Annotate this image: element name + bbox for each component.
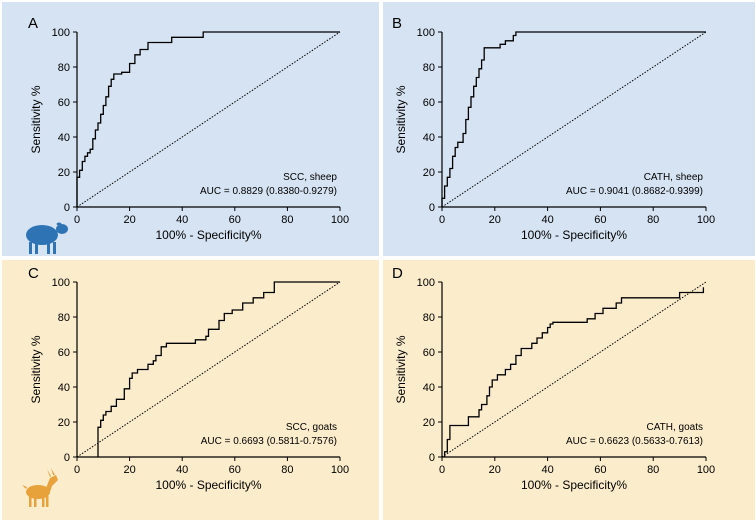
x-tick-label: 80 [281, 464, 293, 476]
y-tick-label: 40 [423, 382, 435, 394]
y-tick-label: 100 [52, 27, 70, 39]
x-axis-title: 100% - Specificity% [521, 228, 627, 242]
x-tick-label: 0 [74, 214, 80, 226]
sheep-leg [35, 242, 38, 254]
x-tick-label: 20 [489, 464, 501, 476]
x-tick-label: 0 [439, 464, 445, 476]
x-axis-title: 100% - Specificity% [155, 478, 261, 492]
x-tick-label: 80 [281, 214, 293, 226]
x-tick-label: 100 [331, 214, 349, 226]
x-tick-label: 20 [489, 214, 501, 226]
panel-b: B 00 20 20 40 40 60 60 80 80 100 100 100% - Specific… [383, 2, 755, 256]
y-axis-title: Sensitivity % [29, 85, 43, 153]
y-tick-label: 100 [417, 277, 435, 289]
panel-d: D 00 20 20 40 40 60 60 80 80 100 100 100% - Specific… [383, 260, 755, 520]
goat-body [26, 485, 50, 499]
panel-c: C 00 20 20 40 40 60 60 80 80 100 100 100% - Specific… [2, 260, 379, 520]
roc-curve [76, 31, 340, 207]
annotation-title: SCC, sheep [283, 172, 337, 183]
roc-curve [97, 281, 340, 457]
x-tick-label: 100 [331, 464, 349, 476]
goat-neck-head [46, 475, 58, 492]
x-tick-label: 0 [439, 214, 445, 226]
sheep-ear [56, 222, 62, 226]
y-tick-label: 80 [423, 312, 435, 324]
x-tick-label: 40 [176, 214, 188, 226]
x-axis-title: 100% - Specificity% [155, 228, 261, 242]
roc-curve [441, 31, 706, 207]
x-tick-label: 80 [647, 464, 659, 476]
y-axis-title: Sensitivity % [29, 335, 43, 403]
annotation-auc: AUC = 0.8829 (0.8380-0.9279) [200, 186, 337, 197]
x-tick-label: 60 [594, 214, 606, 226]
goat-horn [51, 468, 55, 475]
panel-label: B [392, 15, 402, 32]
y-tick-label: 40 [58, 132, 70, 144]
panel-label: C [28, 265, 39, 282]
y-tick-label: 20 [58, 167, 70, 179]
x-tick-label: 40 [176, 464, 188, 476]
y-axis-title: Sensitivity % [394, 85, 408, 153]
y-tick-label: 80 [58, 312, 70, 324]
y-tick-label: 60 [58, 347, 70, 359]
x-tick-label: 80 [647, 214, 659, 226]
x-tick-label: 40 [541, 464, 553, 476]
x-tick-label: 60 [229, 464, 241, 476]
annotation-auc: AUC = 0.6623 (0.5633-0.7613) [566, 436, 703, 447]
y-tick-label: 80 [423, 62, 435, 74]
panel-background [2, 260, 379, 520]
x-tick-label: 100 [697, 214, 715, 226]
x-tick-label: 60 [229, 214, 241, 226]
y-tick-label: 100 [52, 277, 70, 289]
y-axis-title: Sensitivity % [394, 335, 408, 403]
x-tick-label: 40 [541, 214, 553, 226]
x-axis-title: 100% - Specificity% [521, 478, 627, 492]
y-tick-label: 60 [58, 97, 70, 109]
panel-background [2, 2, 379, 256]
y-tick-label: 80 [58, 62, 70, 74]
goat-leg [29, 496, 32, 507]
annotation-title: CATH, sheep [644, 172, 704, 183]
sheep-leg [53, 242, 56, 254]
y-tick-label: 0 [64, 202, 70, 214]
x-tick-label: 0 [74, 464, 80, 476]
y-tick-label: 0 [429, 452, 435, 464]
annotation-auc: AUC = 0.6693 (0.5811-0.7576) [201, 436, 337, 447]
panel-background [383, 2, 755, 256]
annotation-auc: AUC = 0.9041 (0.8682-0.9399) [566, 186, 703, 197]
sheep-leg [29, 242, 32, 254]
goat-icon [22, 468, 58, 507]
y-tick-label: 40 [423, 132, 435, 144]
panel-a: A 00 20 20 40 40 60 60 80 80 100 100 100% - Specific… [2, 2, 379, 256]
annotation-title: SCC, goats [286, 422, 337, 433]
y-tick-label: 20 [423, 167, 435, 179]
x-tick-label: 20 [123, 214, 135, 226]
y-tick-label: 0 [64, 452, 70, 464]
goat-leg [42, 496, 45, 507]
goat-leg [46, 496, 49, 507]
sheep-body [26, 225, 58, 245]
y-tick-label: 60 [423, 97, 435, 109]
y-tick-label: 40 [58, 382, 70, 394]
roc-curve [443, 287, 705, 457]
y-tick-label: 0 [429, 202, 435, 214]
sheep-head [56, 224, 68, 234]
y-tick-label: 100 [417, 27, 435, 39]
y-tick-label: 20 [58, 417, 70, 429]
x-tick-label: 60 [594, 464, 606, 476]
y-tick-label: 60 [423, 347, 435, 359]
panel-background [383, 260, 755, 520]
y-tick-label: 20 [423, 417, 435, 429]
goat-horn [47, 469, 51, 477]
panel-label: D [392, 265, 403, 282]
goat-leg [34, 496, 37, 507]
x-tick-label: 20 [123, 464, 135, 476]
x-tick-label: 100 [697, 464, 715, 476]
sheep-icon [26, 222, 68, 254]
panel-label: A [28, 15, 38, 32]
goat-tail [22, 485, 27, 489]
sheep-leg [47, 242, 50, 254]
annotation-title: CATH, goats [647, 422, 704, 433]
